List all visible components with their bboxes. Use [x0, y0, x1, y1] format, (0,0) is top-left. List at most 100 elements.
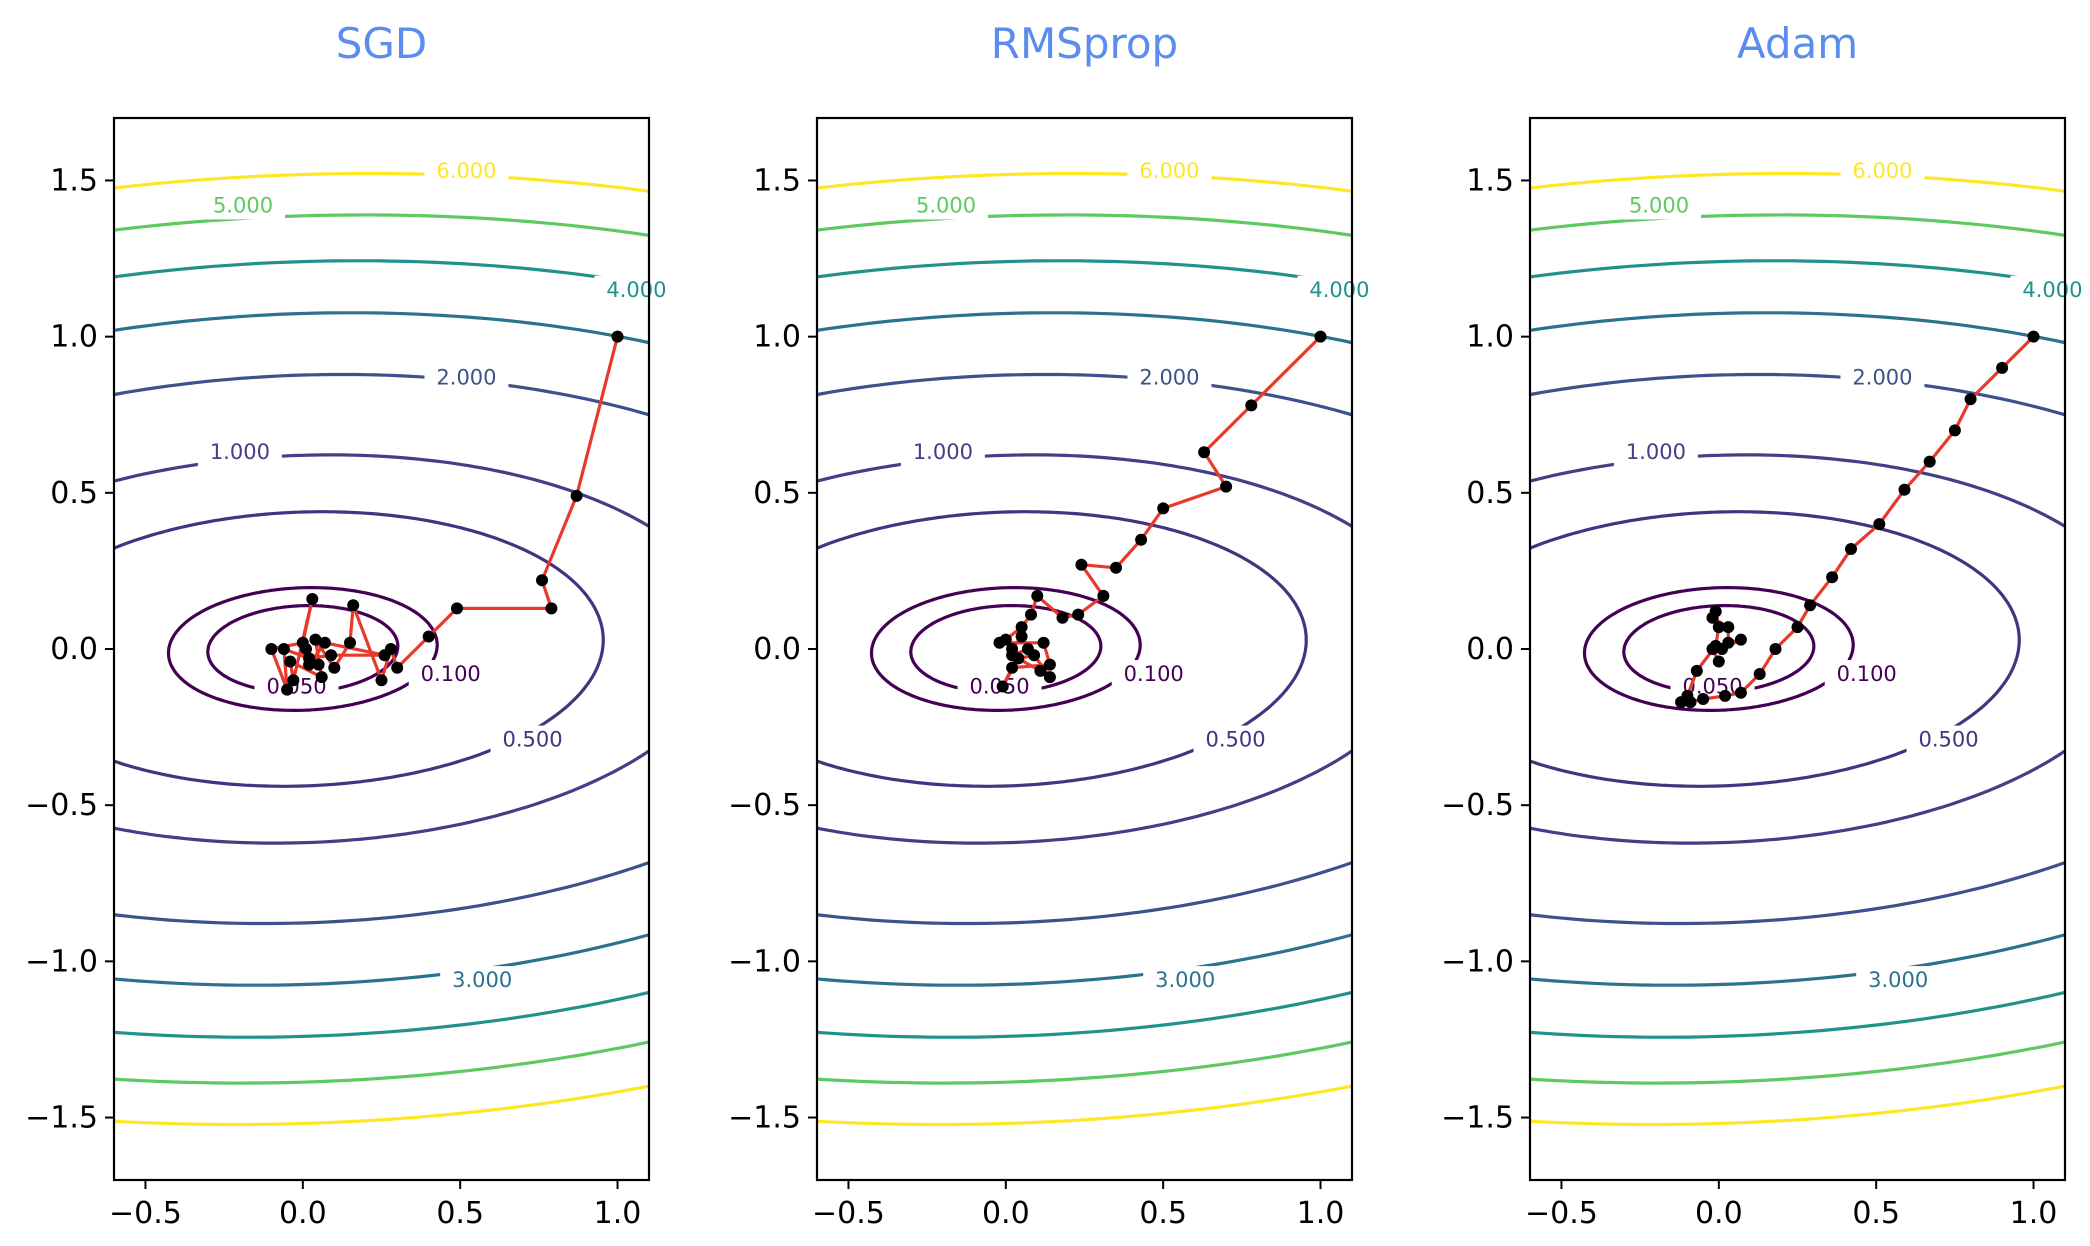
path-point	[1964, 393, 1977, 406]
path-point	[1031, 589, 1044, 602]
x-tick-label: −0.5	[109, 1196, 182, 1231]
contour-2.000	[114, 372, 649, 926]
path-point	[1996, 361, 2009, 374]
path-point	[287, 674, 300, 687]
path-point	[1015, 630, 1028, 643]
contour-label: 5.000	[1629, 193, 1689, 217]
contour-label: 4.000	[1309, 278, 1369, 302]
contour-label-bg	[1127, 363, 1212, 392]
contour-lines	[114, 171, 649, 1127]
optimizer-path	[1679, 335, 2035, 704]
x-tick-label: −0.5	[812, 1196, 885, 1231]
path-point	[325, 649, 338, 662]
contour-label-bg	[424, 157, 509, 186]
contour-label-bg	[904, 191, 989, 220]
path-point	[1753, 668, 1766, 680]
path-point	[1734, 633, 1747, 646]
path-point	[1898, 483, 1911, 496]
contour-label: 0.100	[1124, 662, 1184, 686]
contour-label-bg	[490, 725, 575, 754]
contour-label: 0.500	[1918, 728, 1978, 752]
contour-0.100	[1582, 585, 1855, 713]
contour-label: 3.000	[1868, 968, 1928, 992]
path-point	[1025, 608, 1037, 621]
path-point	[309, 633, 322, 646]
contour-label-bg	[1906, 725, 1991, 754]
contour-0.500	[817, 510, 1308, 788]
path-point	[1791, 621, 1804, 634]
contour-label-bg	[1297, 275, 1352, 304]
y-tick-label: 1.5	[50, 163, 98, 198]
path-point	[1015, 621, 1028, 634]
path-point	[344, 636, 356, 649]
path-point	[1075, 558, 1088, 571]
contour-1.000	[1530, 453, 2065, 845]
contour-label: 1.000	[1626, 440, 1686, 464]
contour-label: 0.500	[1205, 728, 1265, 752]
contour-label: 0.100	[1837, 662, 1897, 686]
path-point	[1712, 621, 1725, 634]
contour-label: 2.000	[1852, 365, 1912, 389]
path-point	[1769, 643, 1782, 655]
path-point	[1043, 671, 1056, 684]
x-tick-label: 0.0	[279, 1196, 327, 1231]
y-tick-label: −0.5	[1441, 788, 1514, 823]
path-point	[996, 680, 1009, 693]
path-point	[1034, 664, 1047, 677]
path-point	[1722, 621, 1735, 634]
contour-1.000	[114, 453, 649, 845]
path-point	[1706, 611, 1719, 624]
contour-label-bg	[1143, 966, 1228, 995]
path-point	[1006, 661, 1019, 674]
path-point	[1719, 689, 1732, 702]
contour-label-bg	[900, 438, 985, 467]
contour-label-bg	[424, 363, 509, 392]
path-point	[277, 643, 290, 655]
path-point	[1804, 599, 1817, 612]
path-point	[570, 489, 583, 502]
path-point	[545, 602, 558, 615]
path-point	[1135, 533, 1148, 546]
contour-0.100	[869, 585, 1142, 713]
path-point	[1716, 643, 1728, 655]
path-point	[1043, 658, 1056, 671]
path-point	[375, 674, 388, 687]
path-point	[1845, 543, 1857, 555]
contour-5.000	[1530, 213, 2065, 1085]
path-point	[1056, 611, 1069, 624]
path-point	[1948, 424, 1961, 437]
contour-label-bg	[1193, 725, 1278, 754]
y-tick-label: −1.5	[728, 1101, 801, 1136]
subplot-title: Adam	[1737, 19, 1858, 68]
y-tick-label: 0.0	[50, 632, 98, 667]
path-point	[422, 630, 435, 643]
contour-label: 1.000	[210, 440, 270, 464]
contour-label: 2.000	[1139, 365, 1199, 389]
contour-label-bg	[440, 966, 525, 995]
path-point	[1157, 502, 1170, 515]
y-tick-label: 0.0	[753, 632, 801, 667]
x-tick-label: 1.0	[1297, 1196, 1345, 1231]
contour-label: 4.000	[606, 278, 666, 302]
contour-label: 3.000	[1155, 968, 1215, 992]
contour-label: 3.000	[452, 968, 512, 992]
contour-label: 5.000	[213, 193, 273, 217]
path-point	[993, 636, 1006, 649]
path-point	[312, 658, 325, 671]
contour-label-bg	[1111, 659, 1196, 688]
y-tick-label: 1.0	[753, 320, 801, 355]
y-tick-label: −1.5	[25, 1101, 98, 1136]
subplot-rmsprop: RMSprop0.0500.1000.5001.0002.0003.0004.0…	[728, 19, 1369, 1231]
path-point	[1021, 643, 1034, 655]
path-point	[318, 636, 331, 649]
contour-3.000	[114, 311, 649, 987]
path-point	[451, 602, 463, 615]
subplot-title: SGD	[336, 19, 428, 68]
path-point	[1006, 643, 1019, 655]
subplot-title: RMSprop	[991, 19, 1178, 68]
x-tick-label: 1.0	[2010, 1196, 2058, 1231]
contour-5.000	[817, 213, 1352, 1085]
axes-frame	[815, 116, 1354, 1182]
contour-label-bg	[1856, 966, 1941, 995]
path-point	[391, 661, 404, 674]
